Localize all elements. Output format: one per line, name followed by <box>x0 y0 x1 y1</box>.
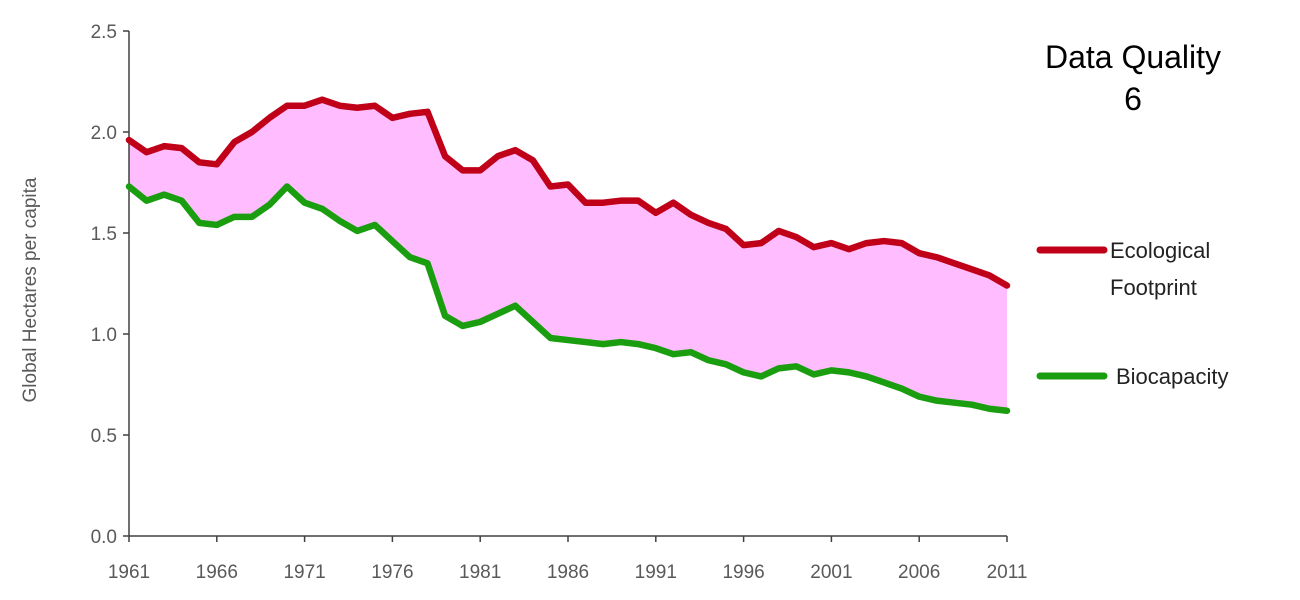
x-tick-label: 2011 <box>987 562 1028 583</box>
legend-label-ecological-footprint-line2: Footprint <box>1110 275 1197 300</box>
y-tick-label: 2.0 <box>91 123 117 144</box>
data-quality-label: Data Quality <box>1045 39 1221 75</box>
y-tick-label: 1.5 <box>91 224 117 245</box>
legend-label-ecological-footprint-line1: Ecological <box>1110 238 1210 263</box>
series-line-ecological-footprint <box>125 96 1011 289</box>
gap-fill-layer <box>129 99 1007 411</box>
x-tick-label: 1976 <box>371 562 413 583</box>
gap-fill-area <box>129 99 1007 411</box>
axes: 0.0 0.5 1.0 1.5 2.0 2.5 1961 1966 1971 1976 1981 19… <box>91 22 1028 583</box>
x-tick-label: 1966 <box>196 562 238 583</box>
y-axis-title: Global Hectares per capita <box>20 177 41 402</box>
y-tick-label: 1.0 <box>91 325 117 346</box>
x-tick-label: 1971 <box>283 562 325 583</box>
x-tick-label: 2001 <box>810 562 852 583</box>
x-tick-label: 1991 <box>635 562 677 583</box>
series-layer <box>125 96 1011 415</box>
x-tick-label: 1996 <box>722 562 764 583</box>
x-tick-label: 1986 <box>547 562 589 583</box>
x-tick-label: 2006 <box>898 562 940 583</box>
data-quality-value: 6 <box>1124 81 1142 117</box>
y-tick-label: 0.0 <box>91 527 117 548</box>
legend: Ecological Footprint Biocapacity <box>1036 238 1229 389</box>
y-tick-label: 0.5 <box>91 426 117 447</box>
x-tick-label: 1981 <box>459 562 501 583</box>
series-line-biocapacity <box>125 183 1011 415</box>
y-tick-label: 2.5 <box>91 22 117 43</box>
legend-label-biocapacity: Biocapacity <box>1116 364 1229 389</box>
data-quality-annotation: Data Quality 6 <box>1045 39 1221 117</box>
x-tick-label: 1961 <box>108 562 150 583</box>
